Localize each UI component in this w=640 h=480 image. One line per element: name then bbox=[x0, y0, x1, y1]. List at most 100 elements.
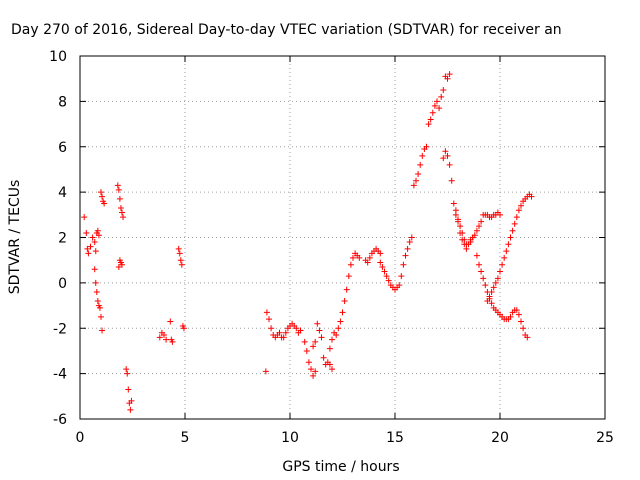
data-point bbox=[85, 250, 92, 257]
data-point bbox=[480, 275, 487, 282]
data-point bbox=[98, 189, 104, 196]
data-point bbox=[520, 325, 527, 332]
data-point bbox=[404, 245, 411, 252]
grid-lines bbox=[80, 56, 605, 419]
data-point bbox=[156, 334, 163, 341]
data-point bbox=[169, 338, 176, 345]
series-seg-5 bbox=[115, 257, 125, 270]
data-point bbox=[350, 254, 356, 261]
data-point bbox=[377, 259, 384, 266]
data-point bbox=[476, 261, 482, 268]
data-point bbox=[89, 234, 96, 241]
data-point bbox=[511, 220, 518, 227]
series-seg-21 bbox=[452, 211, 470, 248]
data-point bbox=[410, 182, 417, 189]
data-point bbox=[326, 361, 333, 368]
data-point bbox=[377, 250, 384, 257]
data-point bbox=[124, 370, 131, 377]
data-point bbox=[505, 241, 512, 248]
series-seg-10 bbox=[262, 309, 304, 375]
data-point bbox=[128, 397, 135, 404]
data-point bbox=[459, 229, 466, 236]
data-point bbox=[91, 239, 98, 246]
data-point bbox=[513, 307, 520, 314]
data-point bbox=[425, 121, 432, 128]
data-point bbox=[343, 286, 350, 293]
data-point bbox=[101, 200, 108, 207]
data-point bbox=[308, 366, 314, 373]
data-point bbox=[280, 334, 287, 341]
data-point bbox=[513, 214, 520, 221]
data-point bbox=[176, 250, 183, 257]
y-tick-label: -2 bbox=[53, 321, 67, 337]
data-point bbox=[436, 105, 443, 112]
data-point bbox=[92, 248, 99, 255]
data-point bbox=[337, 318, 344, 325]
data-point bbox=[423, 143, 430, 150]
data-point bbox=[444, 152, 451, 159]
x-tick-label: 20 bbox=[491, 430, 509, 446]
data-point bbox=[177, 257, 184, 264]
data-point bbox=[95, 232, 102, 239]
series-seg-9 bbox=[175, 245, 187, 332]
data-point bbox=[488, 300, 495, 307]
data-point bbox=[385, 277, 392, 284]
data-point bbox=[471, 232, 478, 239]
data-point bbox=[381, 268, 388, 275]
data-point bbox=[175, 245, 182, 252]
data-point bbox=[347, 261, 354, 268]
data-point bbox=[84, 245, 91, 252]
data-point bbox=[180, 325, 187, 332]
data-point bbox=[333, 332, 340, 339]
data-point bbox=[440, 155, 447, 162]
data-point bbox=[501, 254, 508, 261]
data-point bbox=[119, 261, 125, 268]
data-point bbox=[440, 87, 447, 94]
data-point bbox=[450, 200, 457, 207]
data-point bbox=[339, 309, 346, 316]
data-point bbox=[305, 359, 312, 366]
data-point bbox=[301, 338, 308, 345]
x-tick-label: 10 bbox=[281, 430, 299, 446]
data-point bbox=[452, 211, 459, 218]
data-point bbox=[518, 202, 524, 209]
data-point bbox=[446, 161, 453, 168]
data-point bbox=[499, 261, 506, 268]
data-point bbox=[524, 334, 531, 341]
data-point bbox=[99, 327, 106, 334]
series-seg-1 bbox=[81, 214, 102, 257]
series-seg-18 bbox=[467, 209, 503, 246]
data-point bbox=[92, 279, 99, 286]
series-seg-4 bbox=[114, 182, 127, 221]
data-point bbox=[356, 254, 363, 261]
data-point bbox=[329, 336, 335, 343]
y-tick-label: 6 bbox=[58, 140, 67, 156]
data-point bbox=[484, 298, 491, 305]
data-point bbox=[91, 266, 98, 273]
data-point bbox=[482, 282, 489, 289]
y-tick-label: -4 bbox=[53, 367, 67, 383]
data-point bbox=[518, 318, 524, 325]
data-point bbox=[490, 284, 497, 291]
data-point bbox=[494, 275, 501, 282]
data-point bbox=[127, 406, 134, 413]
x-tick-label: 25 bbox=[596, 430, 614, 446]
data-point bbox=[427, 116, 434, 123]
data-point bbox=[383, 273, 390, 280]
series-seg-7 bbox=[156, 329, 170, 343]
data-point bbox=[282, 329, 289, 336]
data-point bbox=[413, 177, 419, 184]
data-point bbox=[364, 259, 371, 266]
data-point bbox=[473, 252, 480, 259]
data-point bbox=[455, 218, 461, 225]
data-point bbox=[429, 109, 436, 116]
data-point bbox=[400, 261, 407, 268]
data-point bbox=[81, 214, 88, 221]
data-point bbox=[115, 186, 122, 193]
data-point bbox=[262, 368, 269, 375]
data-point bbox=[476, 223, 482, 230]
data-point bbox=[293, 325, 300, 332]
data-point bbox=[442, 148, 449, 155]
series-seg-13 bbox=[326, 250, 363, 352]
data-point bbox=[366, 254, 373, 261]
